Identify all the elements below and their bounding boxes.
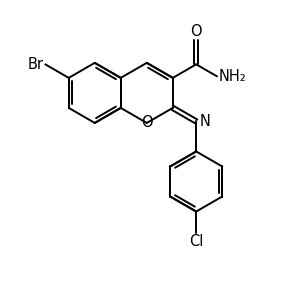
Text: N: N (200, 114, 210, 129)
Text: Br: Br (28, 57, 44, 72)
Text: NH₂: NH₂ (218, 69, 246, 84)
Text: Cl: Cl (189, 234, 203, 249)
Text: O: O (190, 24, 202, 39)
Text: O: O (141, 115, 153, 130)
